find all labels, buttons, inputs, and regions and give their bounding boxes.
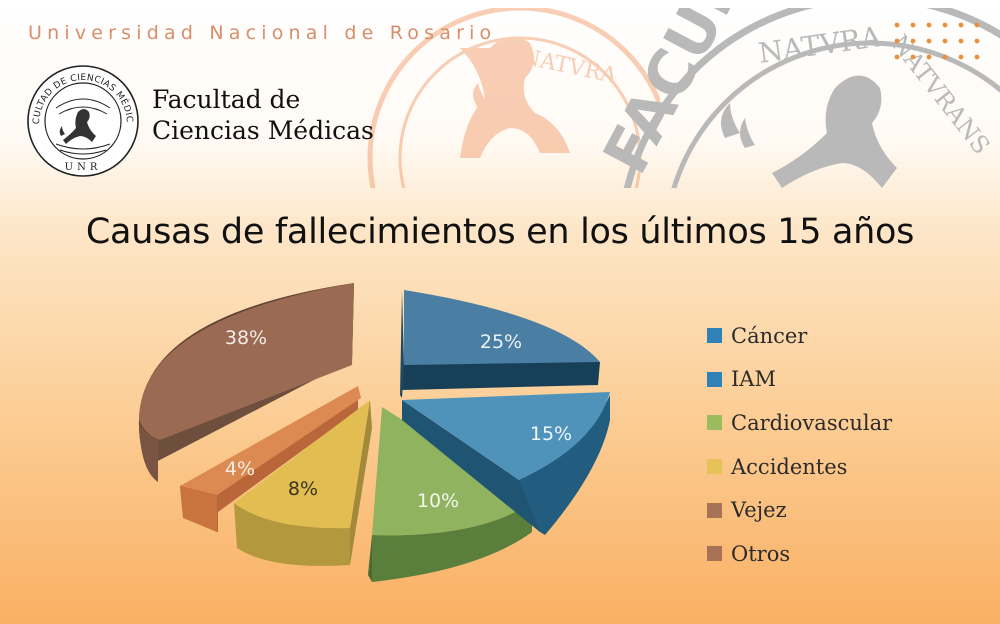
svg-text:15%: 15% [530,423,572,445]
legend-swatch [707,546,722,562]
watermark-seal-gray-icon: FACULTAD NATVRA NATVRANS [589,8,1000,188]
svg-text:10%: 10% [417,490,459,512]
legend-swatch [707,371,722,387]
watermark-seal-orange-icon: NATVRA [367,8,660,188]
university-title: Universidad Nacional de Rosario [28,22,497,44]
legend-label: Cáncer [731,323,808,348]
faculty-name-line1: Facultad de [152,85,301,114]
faculty-name-line2: Ciencias Médicas [152,116,374,145]
legend-label: Vejez [731,498,787,523]
chart-title: Causas de fallecimientos en los últimos … [85,212,915,252]
pie-slice-cancer: 25% [400,290,600,398]
legend-item-accidentes: Accidentes [707,445,892,489]
legend-swatch [707,415,722,431]
legend-swatch [707,502,722,518]
pie-slice-otros: 4% [180,386,361,532]
svg-text:UNR: UNR [65,162,102,173]
decorative-dots-icon [894,22,980,60]
legend-item-otros: Otros [707,532,892,576]
pie-chart: 38% 4% 8% 10% 15% 25% [138,283,610,582]
header-banner: NATVRA FACULTAD NATVRA NATVRANS Universi… [0,0,1000,190]
pie-slice-vejez: 38% [138,283,354,482]
legend-label: Accidentes [731,454,848,479]
svg-text:4%: 4% [225,458,255,480]
legend-item-cardiovascular: Cardiovascular [707,401,892,445]
legend-item-cancer: Cáncer [707,314,892,358]
svg-text:NATVRA: NATVRA [756,20,884,70]
faculty-seal-logo-icon: FACULTAD DE CIENCIAS MÉDICAS UNR [26,64,139,177]
pie-slice-cardiovascular: 10% [368,407,532,582]
svg-text:38%: 38% [225,327,267,349]
legend-label: Otros [731,541,791,566]
pie-slice-iam: 15% [402,392,610,535]
legend-swatch [707,459,722,475]
pie-slice-accidentes: 8% [234,400,372,566]
legend-item-vejez: Vejez [707,488,892,532]
legend-label: IAM [731,367,776,392]
chart-legend: Cáncer IAM Cardiovascular Accidentes Vej… [707,314,892,576]
legend-swatch [707,328,722,344]
legend-label: Cardiovascular [731,410,893,435]
svg-text:8%: 8% [288,478,318,500]
svg-text:25%: 25% [480,331,522,353]
legend-item-iam: IAM [707,358,892,402]
faculty-name: Facultad de Ciencias Médicas [152,84,374,146]
